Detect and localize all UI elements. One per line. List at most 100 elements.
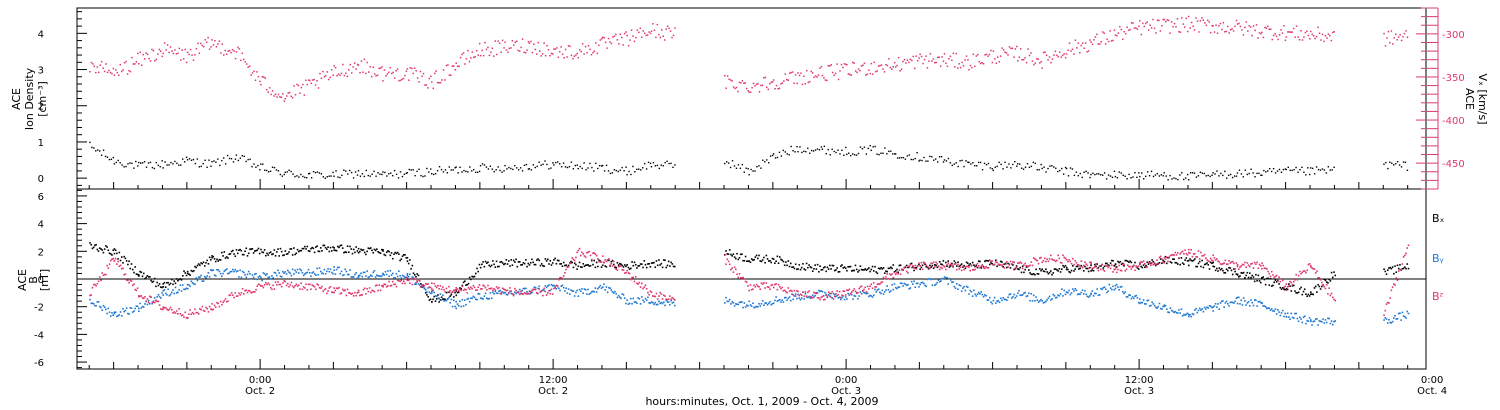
- velocity-point: [340, 72, 343, 75]
- bz-point: [739, 277, 742, 279]
- bx-point: [927, 267, 930, 270]
- by-point: [250, 277, 252, 280]
- by-point: [446, 298, 449, 300]
- bz-point: [114, 257, 117, 260]
- by-point: [138, 310, 140, 313]
- by-point: [628, 302, 631, 305]
- bx-point: [310, 247, 312, 250]
- bz-point: [514, 287, 516, 290]
- density-point: [976, 165, 978, 167]
- velocity-point: [896, 64, 898, 67]
- by-point: [448, 296, 450, 299]
- velocity-point: [444, 79, 446, 81]
- velocity-point: [1063, 53, 1065, 55]
- bz-point: [1192, 253, 1195, 255]
- bx-point: [1113, 264, 1116, 267]
- bx-point: [493, 263, 495, 266]
- by-point: [1123, 292, 1125, 295]
- density-point: [426, 167, 428, 170]
- density-point: [1329, 169, 1331, 171]
- velocity-point: [1195, 17, 1197, 19]
- velocity-point: [731, 80, 733, 82]
- bx-point: [1065, 266, 1068, 269]
- bz-point: [1317, 276, 1319, 279]
- bz-point: [854, 290, 857, 293]
- bz-point: [597, 257, 599, 260]
- velocity-point: [383, 69, 386, 71]
- density-point: [961, 159, 963, 162]
- density-point: [536, 165, 538, 168]
- density-point: [752, 170, 754, 172]
- bz-point: [964, 266, 967, 268]
- density-point: [501, 171, 503, 173]
- by-point: [1274, 308, 1277, 310]
- by-point: [106, 312, 108, 315]
- by-point: [974, 293, 976, 296]
- bx-point: [672, 265, 675, 268]
- velocity-point: [425, 84, 428, 86]
- bz-point: [1328, 287, 1330, 289]
- by-point: [859, 291, 862, 293]
- bx-point: [1230, 269, 1233, 272]
- bx-point: [1313, 287, 1316, 289]
- bz-point: [261, 285, 263, 287]
- by-point: [1288, 316, 1290, 318]
- velocity-point: [1187, 15, 1190, 18]
- bz-point: [1141, 261, 1144, 264]
- bz-point: [728, 263, 731, 266]
- bz-point: [387, 285, 389, 287]
- velocity-point: [428, 77, 431, 80]
- bz-point: [538, 288, 541, 290]
- by-point: [931, 284, 934, 287]
- bx-point: [921, 264, 924, 267]
- bx-point: [222, 255, 224, 257]
- bz-point: [335, 287, 338, 289]
- density-point: [766, 159, 768, 161]
- bx-point: [852, 269, 854, 272]
- bx-point: [435, 298, 438, 300]
- bz-point: [1165, 256, 1168, 259]
- by-point: [201, 280, 204, 282]
- bx-point: [205, 262, 207, 264]
- top-panel-frame: [76, 7, 1427, 190]
- bx-point: [1102, 267, 1105, 269]
- bx-point: [421, 286, 423, 288]
- velocity-point: [235, 51, 238, 53]
- by-point: [321, 272, 323, 274]
- velocity-point: [296, 83, 298, 86]
- bz-point: [948, 264, 951, 266]
- by-point: [1076, 293, 1079, 296]
- by-point: [582, 292, 585, 294]
- bx-point: [1145, 264, 1147, 267]
- bx-point: [890, 266, 892, 269]
- velocity-point: [1135, 27, 1137, 29]
- by-point: [623, 297, 626, 299]
- bx-point: [1208, 268, 1211, 270]
- density-point: [237, 159, 240, 162]
- by-point: [373, 270, 376, 272]
- bx-point: [988, 263, 991, 266]
- by-point: [1071, 288, 1074, 290]
- by-point: [101, 309, 104, 311]
- bz-point: [1080, 260, 1083, 262]
- by-point: [162, 294, 165, 296]
- bz-point: [981, 264, 984, 267]
- by-point: [1074, 287, 1077, 290]
- by-point: [898, 286, 901, 288]
- by-point: [1191, 312, 1194, 315]
- bx-point: [858, 269, 860, 272]
- velocity-point: [1260, 33, 1262, 35]
- by-point: [271, 275, 273, 277]
- bx-point: [776, 255, 779, 258]
- velocity-point: [323, 76, 326, 78]
- density-point: [1165, 175, 1167, 177]
- bx-point: [236, 252, 239, 255]
- bz-point: [570, 262, 572, 265]
- velocity-point: [1331, 31, 1334, 34]
- bz-point: [195, 311, 198, 314]
- density-point: [636, 168, 638, 171]
- density-point: [908, 154, 911, 156]
- bx-point: [731, 255, 733, 257]
- bx-point: [383, 253, 386, 256]
- bz-point: [1307, 263, 1310, 266]
